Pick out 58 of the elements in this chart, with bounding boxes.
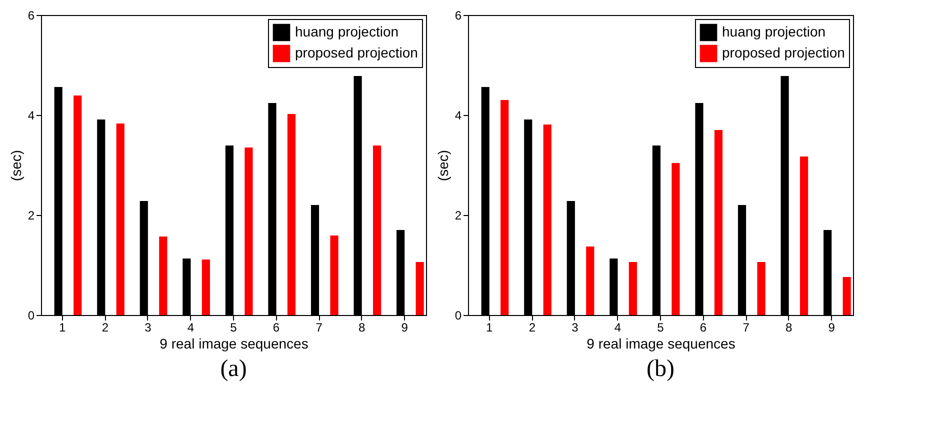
bar bbox=[628, 262, 637, 315]
text: (b) bbox=[646, 356, 674, 382]
x-tick-label: 5 bbox=[657, 320, 664, 334]
x-tick-label: 1 bbox=[486, 320, 494, 334]
bar bbox=[330, 236, 338, 315]
bar bbox=[287, 114, 296, 315]
x-tick-label: 3 bbox=[572, 320, 579, 334]
bar bbox=[500, 100, 509, 315]
x-tick-label: 8 bbox=[358, 320, 366, 334]
bar bbox=[524, 120, 532, 315]
y-tick-label: 2 bbox=[28, 208, 35, 222]
y-axis-title: (sec) bbox=[8, 150, 24, 182]
x-axis-title: 9 real image sequences bbox=[586, 336, 736, 352]
y-tick-label: 6 bbox=[454, 8, 462, 22]
legend-label: huang projection bbox=[295, 24, 399, 40]
x-axis-title: 9 real image sequences bbox=[160, 336, 308, 352]
bar bbox=[842, 277, 851, 315]
legend-label: huang projection bbox=[722, 24, 826, 40]
bar bbox=[672, 163, 680, 315]
bar bbox=[800, 156, 808, 315]
bar bbox=[586, 246, 594, 315]
x-tick-label: 6 bbox=[272, 320, 280, 334]
bar bbox=[310, 205, 320, 315]
text: (a) bbox=[220, 356, 247, 382]
y-tick-label: 0 bbox=[454, 308, 462, 322]
bar bbox=[373, 146, 382, 315]
y-tick-label: 4 bbox=[454, 108, 462, 122]
bar bbox=[97, 120, 106, 315]
x-tick-label: 3 bbox=[144, 320, 152, 334]
y-tick-label: 6 bbox=[28, 8, 35, 22]
bar bbox=[757, 262, 766, 315]
bar bbox=[244, 148, 253, 315]
x-tick-label: 7 bbox=[316, 320, 323, 334]
x-tick-label: 9 bbox=[401, 320, 408, 334]
bar bbox=[738, 205, 746, 315]
y-tick-label: 0 bbox=[28, 308, 35, 322]
x-tick-label: 7 bbox=[742, 320, 750, 334]
x-tick-label: 2 bbox=[102, 320, 109, 334]
y-tick-label: 4 bbox=[28, 108, 35, 122]
bar bbox=[543, 124, 552, 315]
bar bbox=[416, 262, 424, 315]
bar bbox=[116, 124, 124, 315]
x-tick-label: 4 bbox=[187, 320, 194, 334]
legend-label: proposed projection bbox=[295, 44, 418, 60]
y-axis-title: (sec) bbox=[434, 150, 451, 182]
x-tick-label: 5 bbox=[230, 320, 238, 334]
bar bbox=[74, 96, 82, 315]
x-tick-label: 1 bbox=[59, 320, 66, 334]
bar bbox=[714, 130, 723, 315]
y-tick-label: 2 bbox=[454, 208, 462, 222]
bar bbox=[202, 260, 210, 315]
x-tick-label: 2 bbox=[528, 320, 536, 334]
bar bbox=[159, 236, 168, 315]
legend-label: proposed projection bbox=[722, 44, 845, 60]
x-tick-label: 4 bbox=[614, 320, 622, 334]
x-tick-label: 6 bbox=[700, 320, 707, 334]
x-tick-label: 8 bbox=[785, 320, 792, 334]
x-tick-label: 9 bbox=[828, 320, 836, 334]
